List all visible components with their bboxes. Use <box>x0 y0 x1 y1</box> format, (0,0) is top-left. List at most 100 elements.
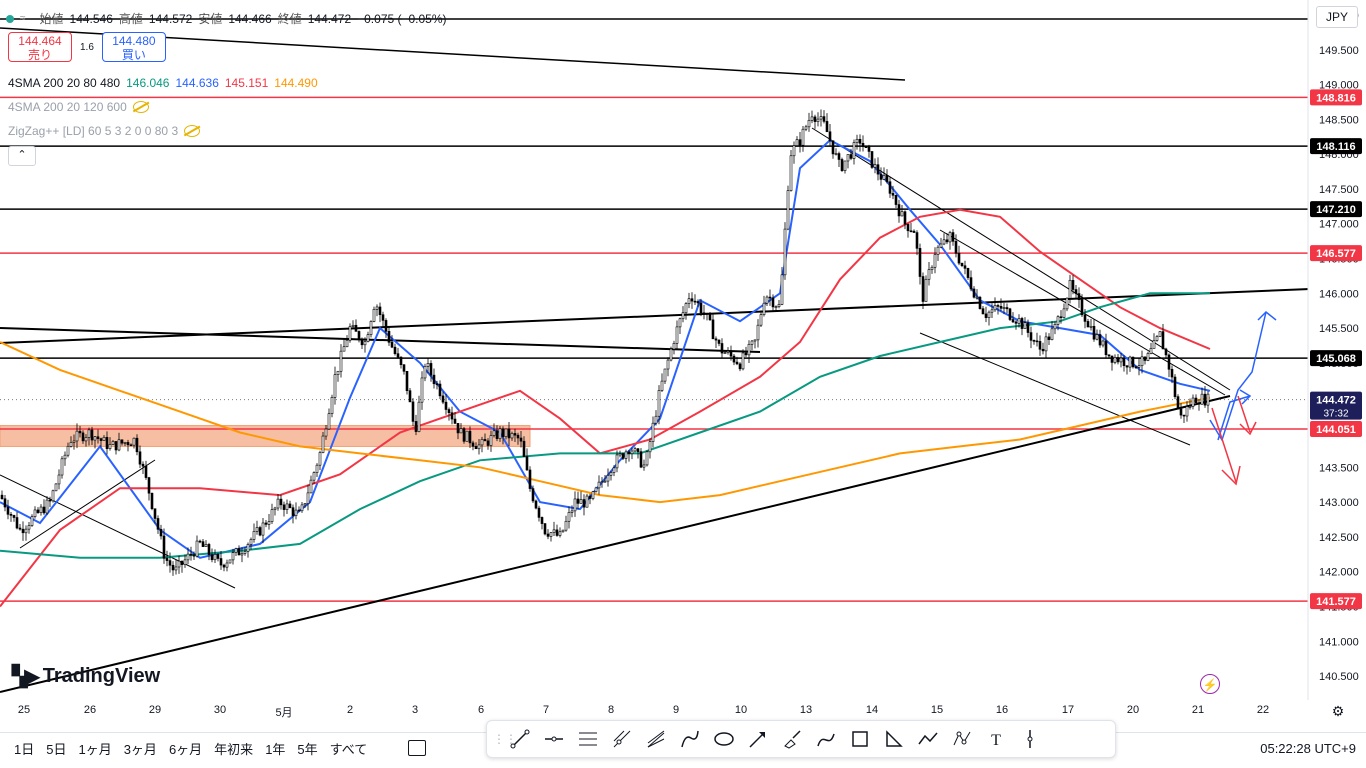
candle-body <box>993 305 997 311</box>
candle-body <box>651 422 655 442</box>
ellipse-tool-icon[interactable] <box>707 724 741 754</box>
candle-body <box>138 451 142 465</box>
parallel-channel-tool-icon[interactable] <box>571 724 605 754</box>
time-range-button[interactable]: 1年 <box>265 742 286 757</box>
time-range-button[interactable]: 5年 <box>297 742 318 757</box>
candle-body <box>159 529 163 537</box>
candle-body <box>987 311 991 318</box>
countdown-label: 37:32 <box>1323 409 1348 420</box>
curve-tool-icon[interactable] <box>809 724 843 754</box>
x-axis-label: 21 <box>1191 704 1205 716</box>
gann-fan-tool-icon[interactable] <box>639 724 673 754</box>
candle-body <box>519 437 523 442</box>
candle-body <box>291 507 295 516</box>
currency-button[interactable]: JPY <box>1316 6 1358 28</box>
candle-body <box>975 296 979 299</box>
candle-body <box>162 535 166 559</box>
candle-body <box>180 560 184 565</box>
candle-body <box>1038 341 1042 350</box>
calendar-icon[interactable] <box>408 740 426 756</box>
candle-body <box>435 383 439 386</box>
path-tool-icon[interactable] <box>673 724 707 754</box>
trend-line <box>0 474 236 589</box>
candle-body <box>648 441 652 453</box>
candle-body <box>534 500 538 509</box>
time-range-button[interactable]: 1ヶ月 <box>78 742 112 757</box>
candle-body <box>219 558 223 566</box>
rectangle-tool-icon[interactable] <box>843 724 877 754</box>
candle-body <box>345 339 349 348</box>
candle-body <box>174 566 178 571</box>
pitchfork-tool-icon[interactable] <box>605 724 639 754</box>
candle-body <box>1047 336 1051 340</box>
candle-body <box>537 507 541 518</box>
hidden-eye-icon[interactable] <box>132 101 149 113</box>
candle-body <box>1005 307 1009 310</box>
candle-body <box>507 428 511 439</box>
time-range-button[interactable]: 6ヶ月 <box>168 742 203 757</box>
indicator-value: 144.490 <box>274 76 318 90</box>
candle-body <box>126 442 130 446</box>
candle-body <box>546 533 550 537</box>
candle-body <box>114 441 118 451</box>
candle-body <box>3 498 7 508</box>
candle-body <box>447 409 451 414</box>
grip-icon[interactable]: ⋮⋮ <box>493 732 517 746</box>
time-range-button[interactable]: 1日 <box>14 742 35 757</box>
candle-body <box>459 428 463 434</box>
candle-body <box>1071 279 1075 290</box>
horizontal-ray-tool-icon[interactable] <box>537 724 571 754</box>
price-tick-label: 147.500 <box>1319 184 1359 196</box>
chart-canvas[interactable]: 150.000149.500149.000148.500148.000147.5… <box>0 0 1366 732</box>
triangle-tool-icon[interactable] <box>877 724 911 754</box>
candle-body <box>753 339 757 342</box>
candle-body <box>1098 334 1102 346</box>
candle-body <box>558 531 562 536</box>
indicator-sma-2[interactable]: 4SMA 200 20 120 600 <box>8 100 149 114</box>
price-tick-label: 143.500 <box>1319 462 1359 474</box>
candle-body <box>492 430 496 436</box>
time-range-button[interactable]: すべて <box>329 742 368 757</box>
time-range-button[interactable]: 年初来 <box>214 742 254 757</box>
arrow-head <box>1239 389 1252 405</box>
candle-body <box>549 532 553 537</box>
brush-tool-icon[interactable] <box>775 724 809 754</box>
anchored-vwap-tool-icon[interactable] <box>1013 724 1047 754</box>
candle-body <box>672 343 676 350</box>
candle-body <box>423 366 427 379</box>
open-value: 144.546 <box>69 11 113 26</box>
pattern-tool-icon[interactable] <box>945 724 979 754</box>
candle-body <box>132 437 136 446</box>
candle-body <box>324 428 328 437</box>
candle-body <box>477 444 481 450</box>
candle-body <box>741 352 745 370</box>
time-range-button[interactable]: 3ヶ月 <box>123 742 157 757</box>
arrow-tool-icon[interactable] <box>741 724 775 754</box>
candle-body <box>123 442 127 444</box>
candle-body <box>777 304 781 307</box>
candle-body <box>942 239 946 245</box>
indicator-sma-1[interactable]: 4SMA 200 20 80 480 146.046 144.636 145.1… <box>8 76 318 90</box>
price-tick-label: 140.500 <box>1319 671 1359 683</box>
clock[interactable]: 05:22:28 UTC+9 <box>1260 741 1356 756</box>
hidden-eye-icon[interactable] <box>184 125 201 137</box>
indicator-value: 145.151 <box>224 76 269 90</box>
candle-body <box>144 465 148 478</box>
candle-body <box>1197 402 1201 405</box>
collapse-legend-button[interactable]: ⌃ <box>8 146 36 166</box>
sell-button[interactable]: 144.464 売り <box>8 32 72 62</box>
text-tool-icon[interactable]: T <box>979 724 1013 754</box>
candle-body <box>828 131 832 142</box>
candle-body <box>1176 396 1180 410</box>
flash-icon[interactable]: ⚡ <box>1200 674 1220 694</box>
zigzag-tool-icon[interactable] <box>911 724 945 754</box>
candle-body <box>456 423 460 434</box>
time-range-button[interactable]: 5日 <box>46 742 67 757</box>
gear-icon[interactable]: ⚙ <box>1331 703 1345 719</box>
trend-line-tool-icon[interactable] <box>503 724 537 754</box>
x-axis-label: 17 <box>1061 704 1075 716</box>
indicator-zigzag[interactable]: ZigZag++ [LD] 60 5 3 2 0 0 80 3 <box>8 124 201 138</box>
buy-button[interactable]: 144.480 買い <box>101 32 166 62</box>
candle-body <box>714 338 718 341</box>
candle-body <box>141 463 145 467</box>
